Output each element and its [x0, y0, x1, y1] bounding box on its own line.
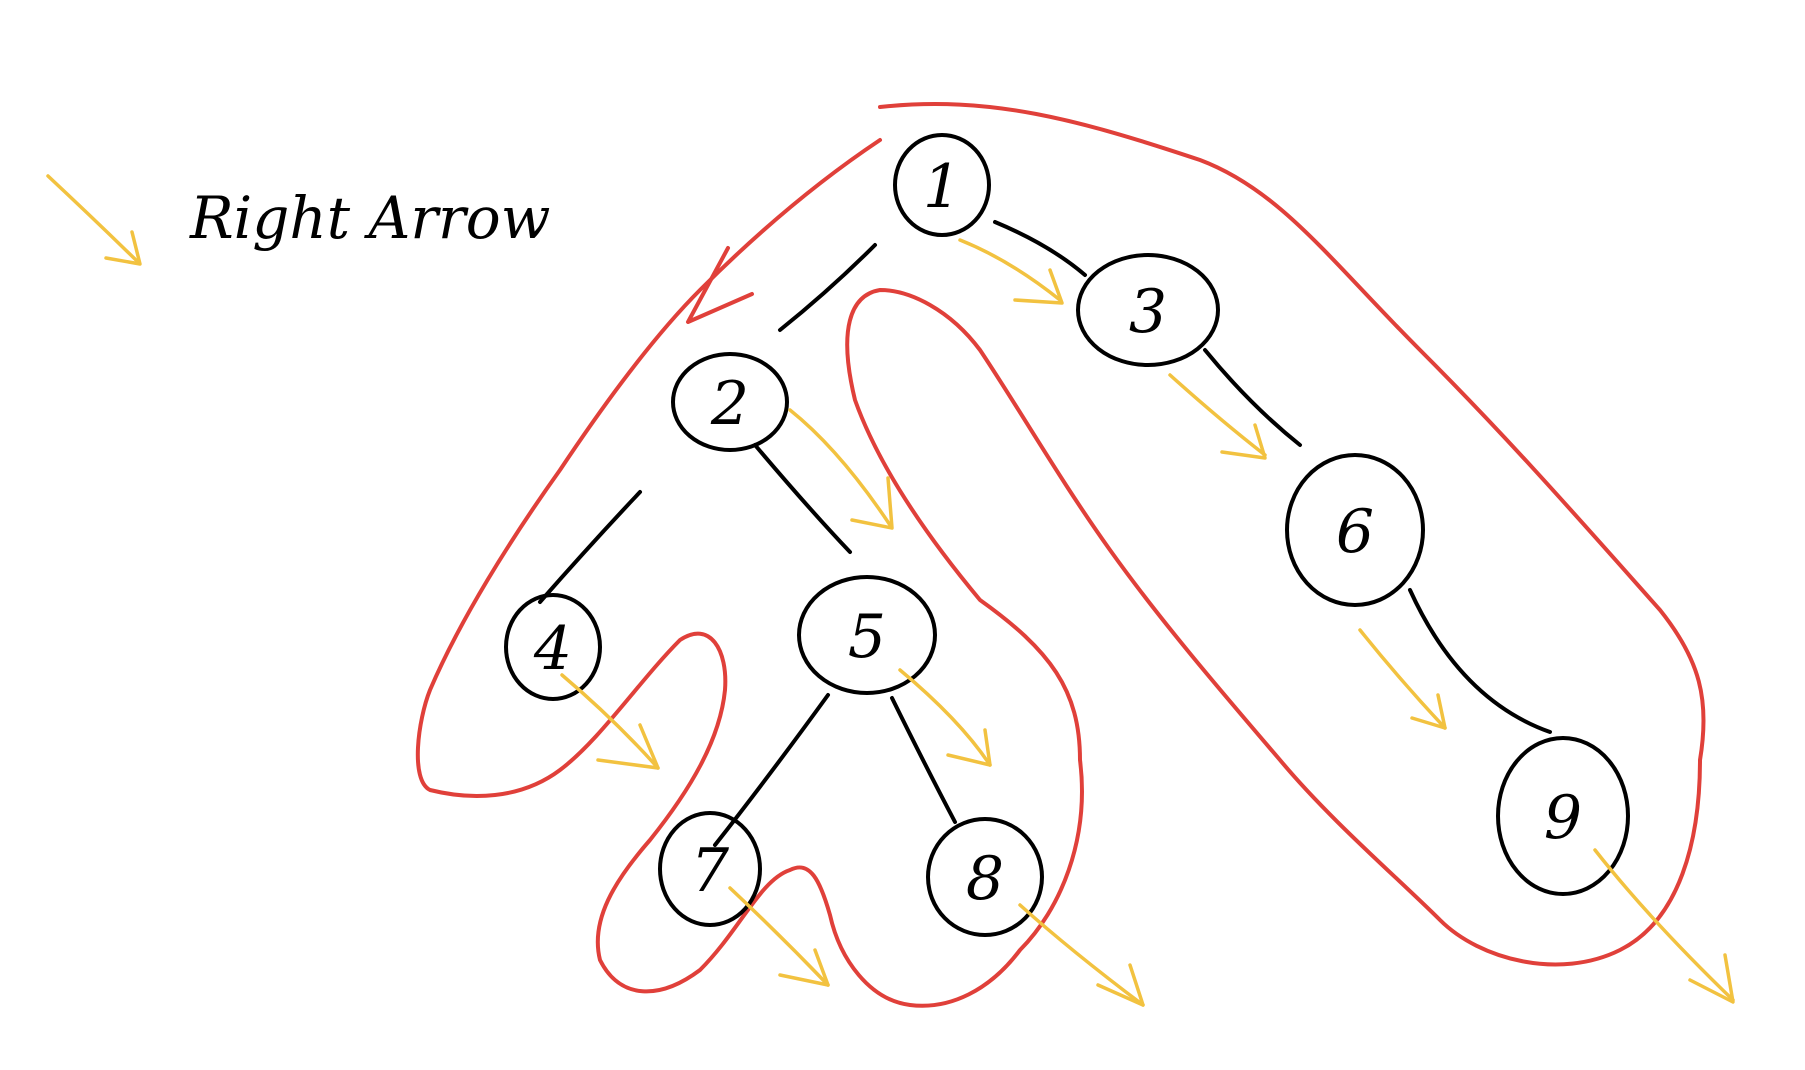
svg-text:5: 5 [848, 602, 886, 672]
tree-node-4: 4 [504, 593, 602, 701]
svg-text:8: 8 [966, 844, 1004, 914]
tree-edge [538, 490, 642, 604]
svg-text:6: 6 [1336, 497, 1374, 567]
tree-edge [890, 696, 957, 824]
next-pointer-arrow-5 [898, 668, 992, 767]
traversal-start-arrow [686, 246, 754, 324]
svg-text:7: 7 [691, 836, 730, 906]
next-pointer-arrow-6 [1358, 628, 1447, 730]
tree-edge [778, 243, 877, 332]
tree-node-9: 9 [1496, 736, 1630, 896]
next-pointer-arrow-7 [728, 886, 830, 987]
tree-node-8: 8 [926, 817, 1044, 937]
next-pointer-arrow-3 [1168, 373, 1267, 460]
right-arrow-icon [46, 174, 142, 266]
next-pointer-arrows [560, 238, 1735, 1007]
next-pointer-arrow-2 [788, 408, 894, 530]
tree-node-5: 5 [797, 575, 937, 695]
svg-text:1: 1 [923, 152, 961, 222]
tree-edge [1203, 348, 1302, 447]
legend: Right Arrow [46, 174, 550, 266]
tree-edge [993, 220, 1087, 277]
traversal-outline [415, 101, 1706, 1008]
svg-text:9: 9 [1544, 783, 1582, 853]
tree-edge [1408, 588, 1552, 734]
next-pointer-arrow-8 [1018, 903, 1145, 1007]
traversal-outline-path [415, 101, 1706, 1008]
tree-node-3: 3 [1076, 253, 1220, 367]
next-pointer-arrow-4 [560, 673, 660, 770]
legend-label: Right Arrow [189, 184, 550, 252]
tree-edges [538, 220, 1552, 847]
tree-nodes: 1 3 2 6 4 5 9 7 [504, 133, 1630, 937]
tree-edge [753, 443, 852, 554]
svg-text:3: 3 [1129, 277, 1167, 347]
tree-node-6: 6 [1285, 453, 1425, 607]
next-pointer-arrow-1 [958, 238, 1064, 305]
tree-node-1: 1 [893, 133, 991, 237]
tree-node-2: 2 [671, 352, 789, 452]
tree-edge [713, 693, 830, 847]
svg-text:2: 2 [710, 369, 749, 439]
tree-node-7: 7 [658, 811, 762, 927]
next-pointer-arrow-9 [1593, 848, 1735, 1004]
svg-text:4: 4 [533, 614, 572, 684]
